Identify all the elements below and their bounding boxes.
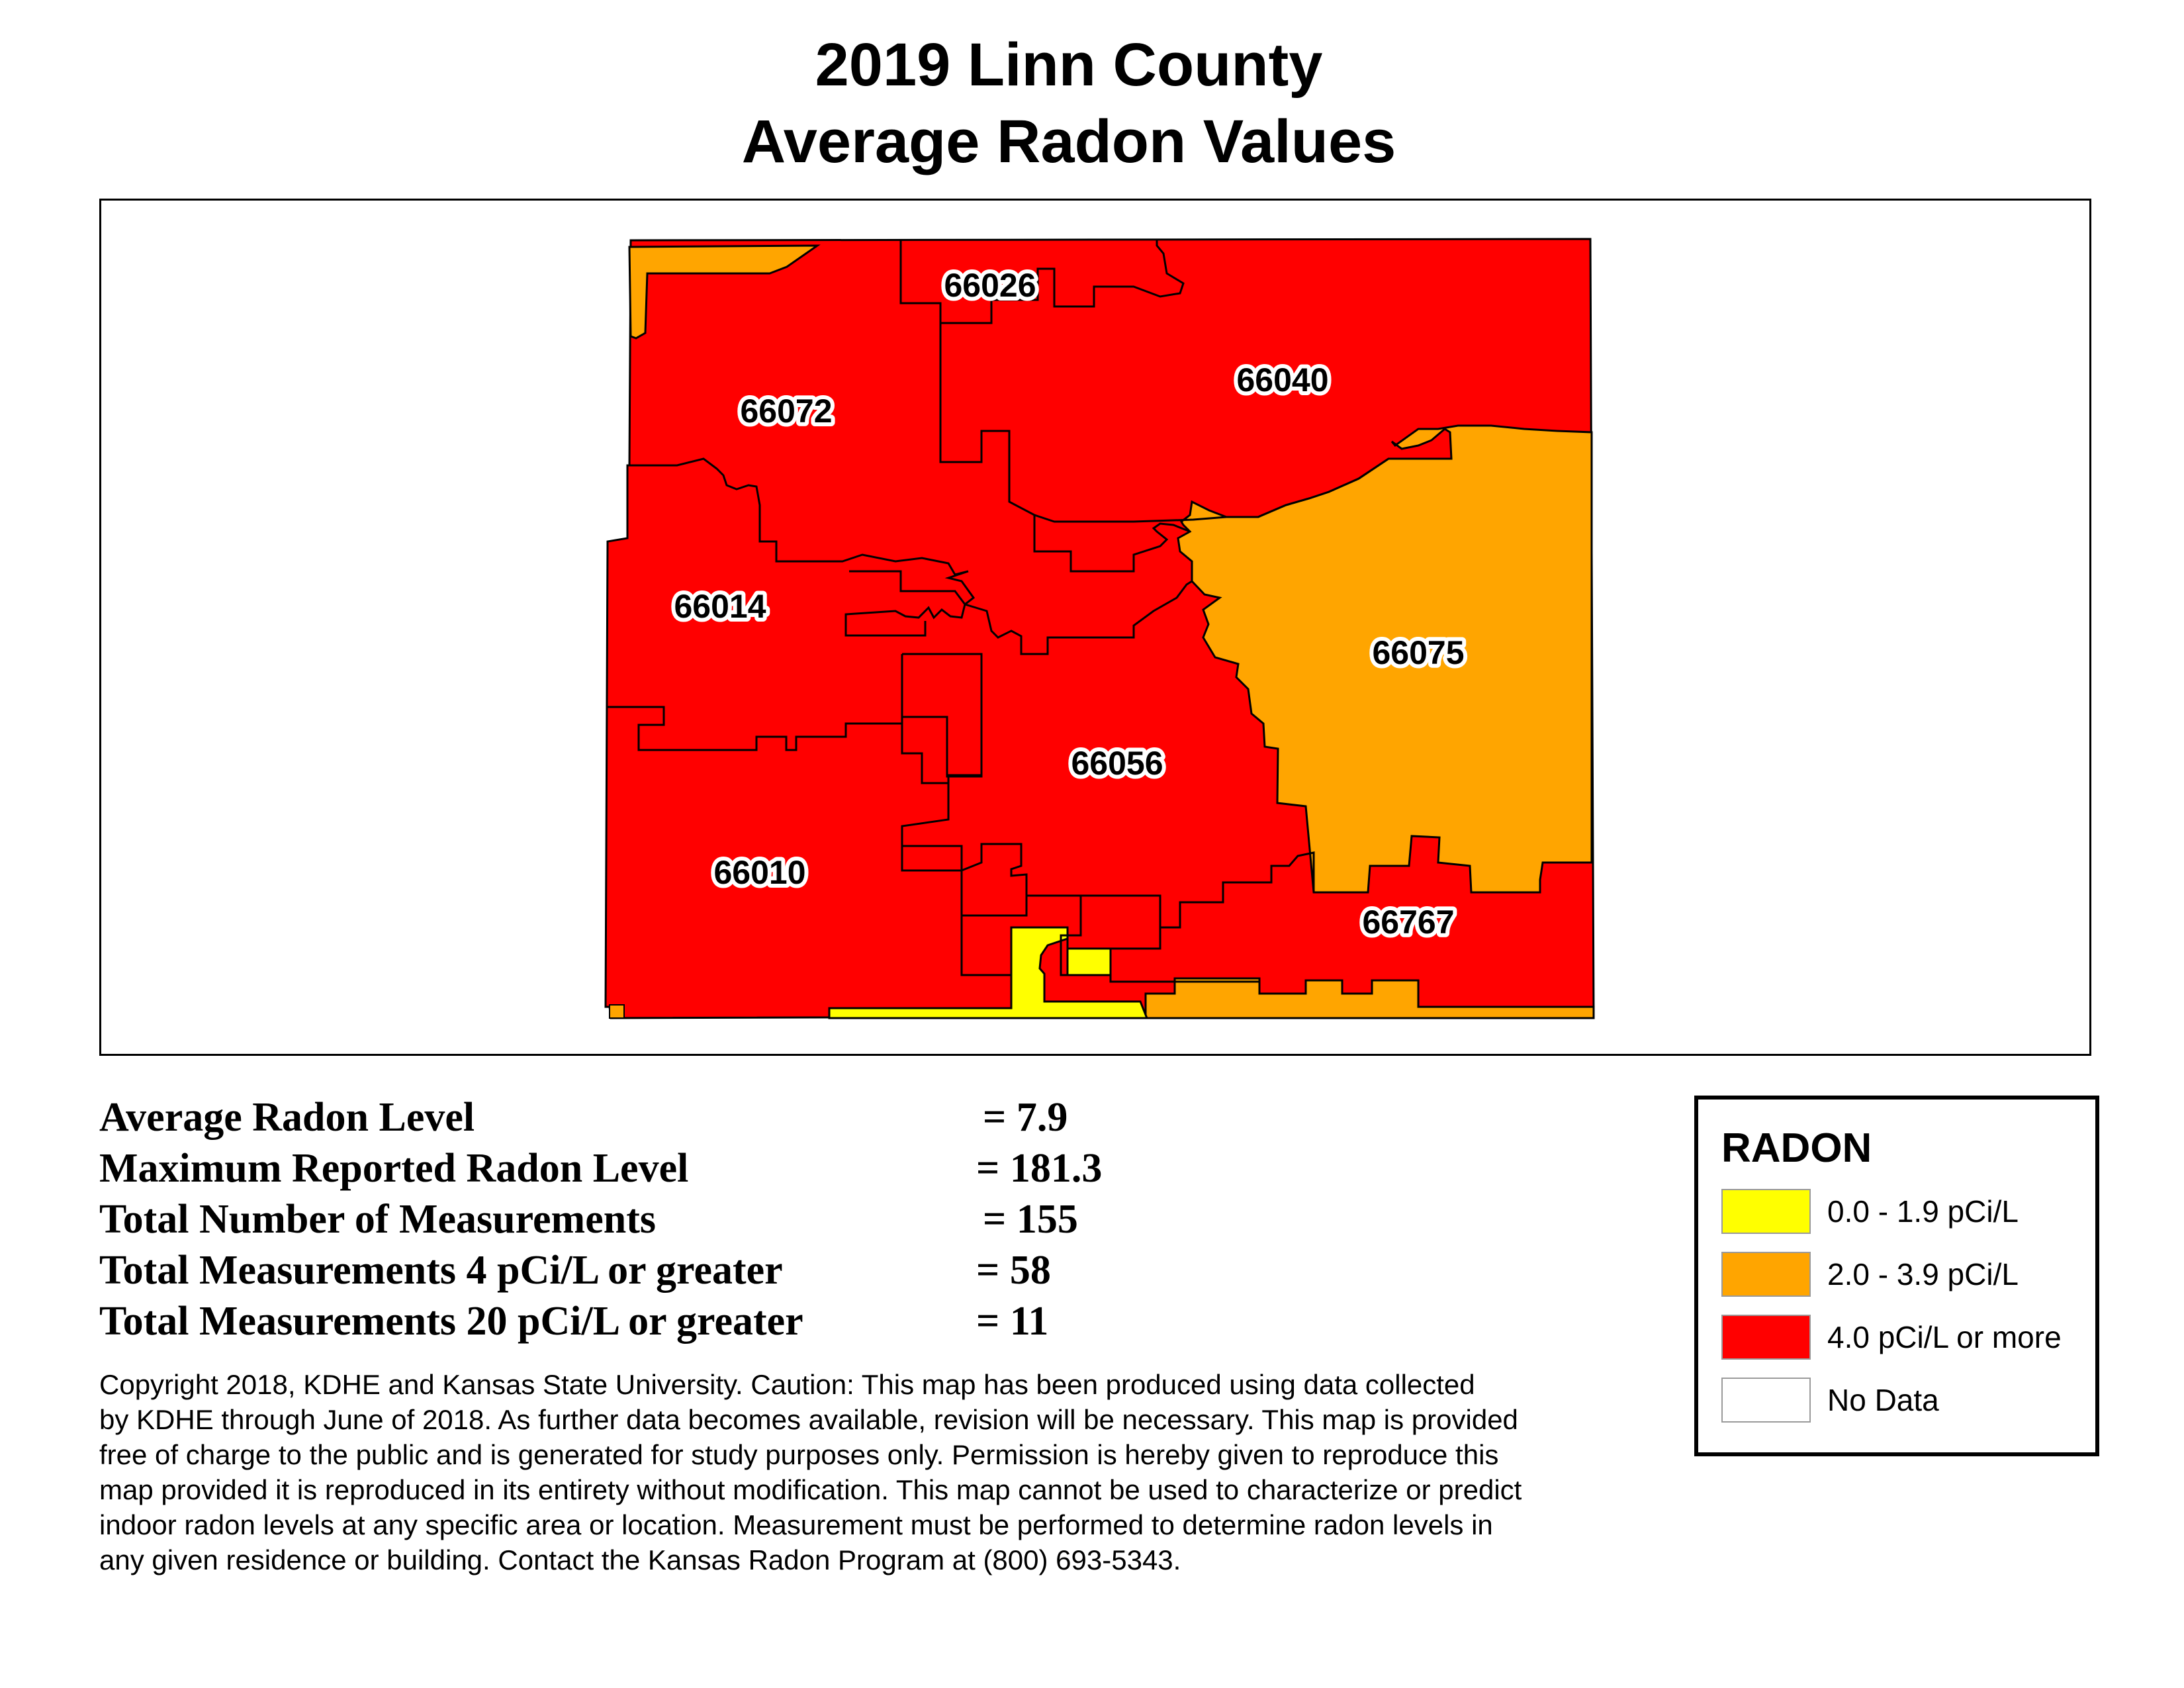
legend-swatch-yellow (1721, 1189, 1811, 1234)
stat-label: Total Measurements 20 pCi/L or greater (99, 1299, 803, 1344)
zip-label-66056: 66056 (1071, 745, 1163, 782)
legend-swatch-red (1721, 1315, 1811, 1360)
zip-label-66767: 66767 (1362, 904, 1454, 941)
region-66075 (1177, 424, 1593, 894)
region-orange-sw-corner (609, 1004, 625, 1019)
copyright-line: indoor radon levels at any specific area… (99, 1509, 1493, 1540)
map-title: 2019 Linn County Average Radon Values (0, 26, 2138, 180)
region-yellow (828, 926, 1149, 1019)
stat-row-average: Average Radon Level = 7.9 (99, 1092, 1158, 1143)
zip-label-66010: 66010 (713, 854, 805, 891)
legend-item-high: 4.0 pCi/L or more (1721, 1315, 2092, 1360)
stat-label: Maximum Reported Radon Level (99, 1146, 689, 1191)
copyright-line: map provided it is reproduced in its ent… (99, 1474, 1522, 1505)
zip-label-66014: 66014 (674, 588, 766, 625)
legend-label: 2.0 - 3.9 pCi/L (1827, 1257, 2019, 1291)
copyright-line: free of charge to the public and is gene… (99, 1439, 1499, 1470)
copyright-line: Copyright 2018, KDHE and Kansas State Un… (99, 1369, 1475, 1400)
legend-title: RADON (1721, 1125, 1872, 1171)
legend-label: 0.0 - 1.9 pCi/L (1827, 1194, 2019, 1229)
title-line-2: Average Radon Values (741, 108, 1396, 175)
legend-item-medium: 2.0 - 3.9 pCi/L (1721, 1252, 2092, 1297)
legend-label: No Data (1827, 1383, 1939, 1417)
zip-labels: 66026 66040 66072 66014 66075 66056 6601… (670, 263, 1468, 945)
stat-row-total: Total Number of Measurements = 155 (99, 1194, 1158, 1245)
title-line-1: 2019 Linn County (815, 31, 1323, 99)
stat-value: = 155 (983, 1197, 1078, 1242)
legend-item-low: 0.0 - 1.9 pCi/L (1721, 1189, 2092, 1234)
zip-label-66040: 66040 (1236, 361, 1328, 399)
stat-value: = 11 (976, 1299, 1049, 1344)
zip-label-66072: 66072 (740, 393, 832, 430)
copyright-line: by KDHE through June of 2018. As further… (99, 1404, 1518, 1435)
stat-row-20pci: Total Measurements 20 pCi/L or greater =… (99, 1296, 1158, 1347)
stat-value: = 181.3 (976, 1146, 1103, 1191)
legend-item-no-data: No Data (1721, 1378, 2092, 1423)
stat-value: = 58 (976, 1248, 1051, 1293)
stat-row-4pci: Total Measurements 4 pCi/L or greater = … (99, 1245, 1158, 1296)
stat-value: = 7.9 (983, 1095, 1068, 1140)
statistics-block: Average Radon Level = 7.9 Maximum Report… (99, 1092, 1158, 1347)
county-map: 66026 66040 66072 66014 66075 66056 6601… (604, 238, 1595, 1019)
zip-label-66026: 66026 (944, 267, 1036, 304)
zip-label-66075: 66075 (1372, 634, 1464, 671)
stat-label: Average Radon Level (99, 1095, 475, 1140)
copyright-notice: Copyright 2018, KDHE and Kansas State Un… (99, 1367, 1688, 1577)
stat-label: Total Number of Measurements (99, 1197, 656, 1242)
region-orange-nw (628, 244, 821, 340)
legend-swatch-white (1721, 1378, 1811, 1423)
legend-label: 4.0 pCi/L or more (1827, 1320, 2062, 1354)
copyright-line: any given residence or building. Contact… (99, 1544, 1181, 1575)
stat-row-maximum: Maximum Reported Radon Level = 181.3 (99, 1143, 1158, 1194)
zip-boundaries (608, 239, 1451, 983)
legend-swatch-orange (1721, 1252, 1811, 1297)
legend: RADON 0.0 - 1.9 pCi/L 2.0 - 3.9 pCi/L 4.… (1694, 1096, 2099, 1456)
map-frame: 66026 66040 66072 66014 66075 66056 6601… (99, 199, 2091, 1056)
stat-label: Total Measurements 4 pCi/L or greater (99, 1248, 783, 1293)
